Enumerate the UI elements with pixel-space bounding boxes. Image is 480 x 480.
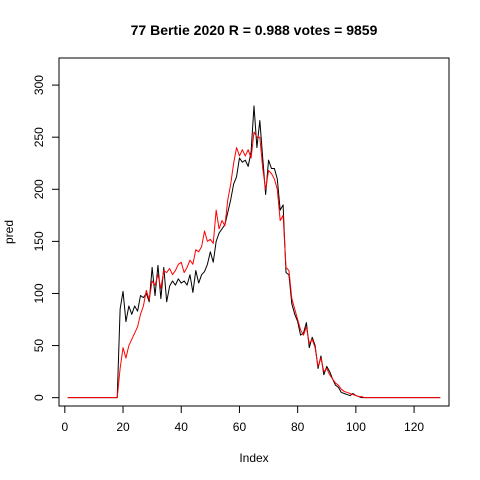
- y-tick-label: 250: [32, 127, 46, 147]
- y-tick-label: 300: [32, 75, 46, 95]
- x-tick-label: 60: [233, 420, 247, 434]
- y-tick-label: 200: [32, 179, 46, 199]
- x-tick-label: 120: [404, 420, 424, 434]
- y-tick-label: 150: [32, 231, 46, 251]
- y-tick-label: 50: [32, 339, 46, 353]
- x-axis-label: Index: [239, 451, 268, 465]
- chart-title: 77 Bertie 2020 R = 0.988 votes = 9859: [131, 22, 378, 38]
- series-layer: [67, 105, 441, 399]
- series-line-1: [67, 105, 441, 399]
- y-tick-label: 0: [32, 394, 46, 401]
- x-tick-label: 20: [116, 420, 130, 434]
- x-tick-label: 0: [61, 420, 68, 434]
- y-axis-label: pred: [2, 220, 16, 244]
- series-line-2: [67, 131, 441, 399]
- x-tick-label: 40: [175, 420, 189, 434]
- y-axis: 0 50 100 150 200 250 300: [32, 75, 60, 401]
- x-tick-label: 100: [346, 420, 366, 434]
- x-tick-label: 80: [291, 420, 305, 434]
- x-axis: 0 20 40 60 80 100 120: [61, 405, 424, 434]
- y-tick-label: 100: [32, 283, 46, 303]
